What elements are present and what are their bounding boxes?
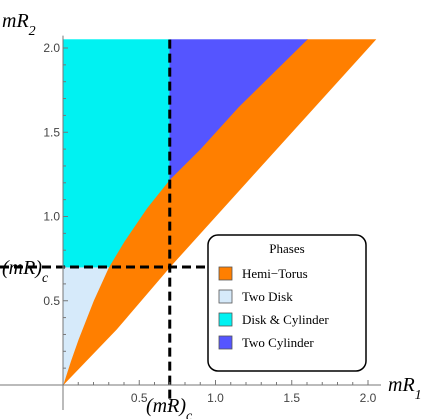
x-axis-label: mR1 xyxy=(388,374,422,403)
critical-label-x: (mR)c xyxy=(146,395,193,419)
legend-title: Phases xyxy=(269,241,304,256)
x-tick-label: 2.0 xyxy=(360,391,377,405)
legend-swatch-two-cylinder xyxy=(218,335,233,350)
y-axis-label: mR2 xyxy=(2,10,36,39)
legend-label-hemi-torus: Hemi−Torus xyxy=(242,266,308,281)
legend-items: Hemi−Torus Two Disk Disk & Cylinder Two Cyl… xyxy=(218,266,329,350)
region-disk-cylinder xyxy=(62,39,171,268)
region-two-cylinder xyxy=(169,39,308,181)
legend-box xyxy=(207,234,367,372)
legend-swatch-disk-cylinder xyxy=(218,312,233,327)
legend-swatch-hemi-torus xyxy=(218,266,233,281)
tick-labels: 0.5 1.0 1.5 2.0 0.5 1.0 1.5 2.0 xyxy=(43,41,376,405)
critical-label-y: (mR)c xyxy=(2,257,49,286)
legend-swatch-two-disk xyxy=(218,289,233,304)
x-tick-label: 1.0 xyxy=(207,391,224,405)
y-tick-label: 0.5 xyxy=(43,294,60,308)
axes xyxy=(0,35,381,410)
phase-regions xyxy=(62,39,377,386)
legend-label-disk-cylinder: Disk & Cylinder xyxy=(242,312,329,327)
critical-lines xyxy=(0,39,208,405)
legend: Phases Hemi−Torus Two Disk Disk & Cylinder… xyxy=(207,234,367,372)
legend-label-two-cylinder: Two Cylinder xyxy=(242,335,314,350)
y-tick-label: 2.0 xyxy=(43,41,60,55)
y-tick-label: 1.5 xyxy=(43,125,60,139)
y-tick-label: 1.0 xyxy=(43,210,60,224)
x-tick-label: 1.5 xyxy=(283,391,300,405)
legend-label-two-disk: Two Disk xyxy=(242,289,293,304)
x-tick-label: 0.5 xyxy=(131,391,148,405)
